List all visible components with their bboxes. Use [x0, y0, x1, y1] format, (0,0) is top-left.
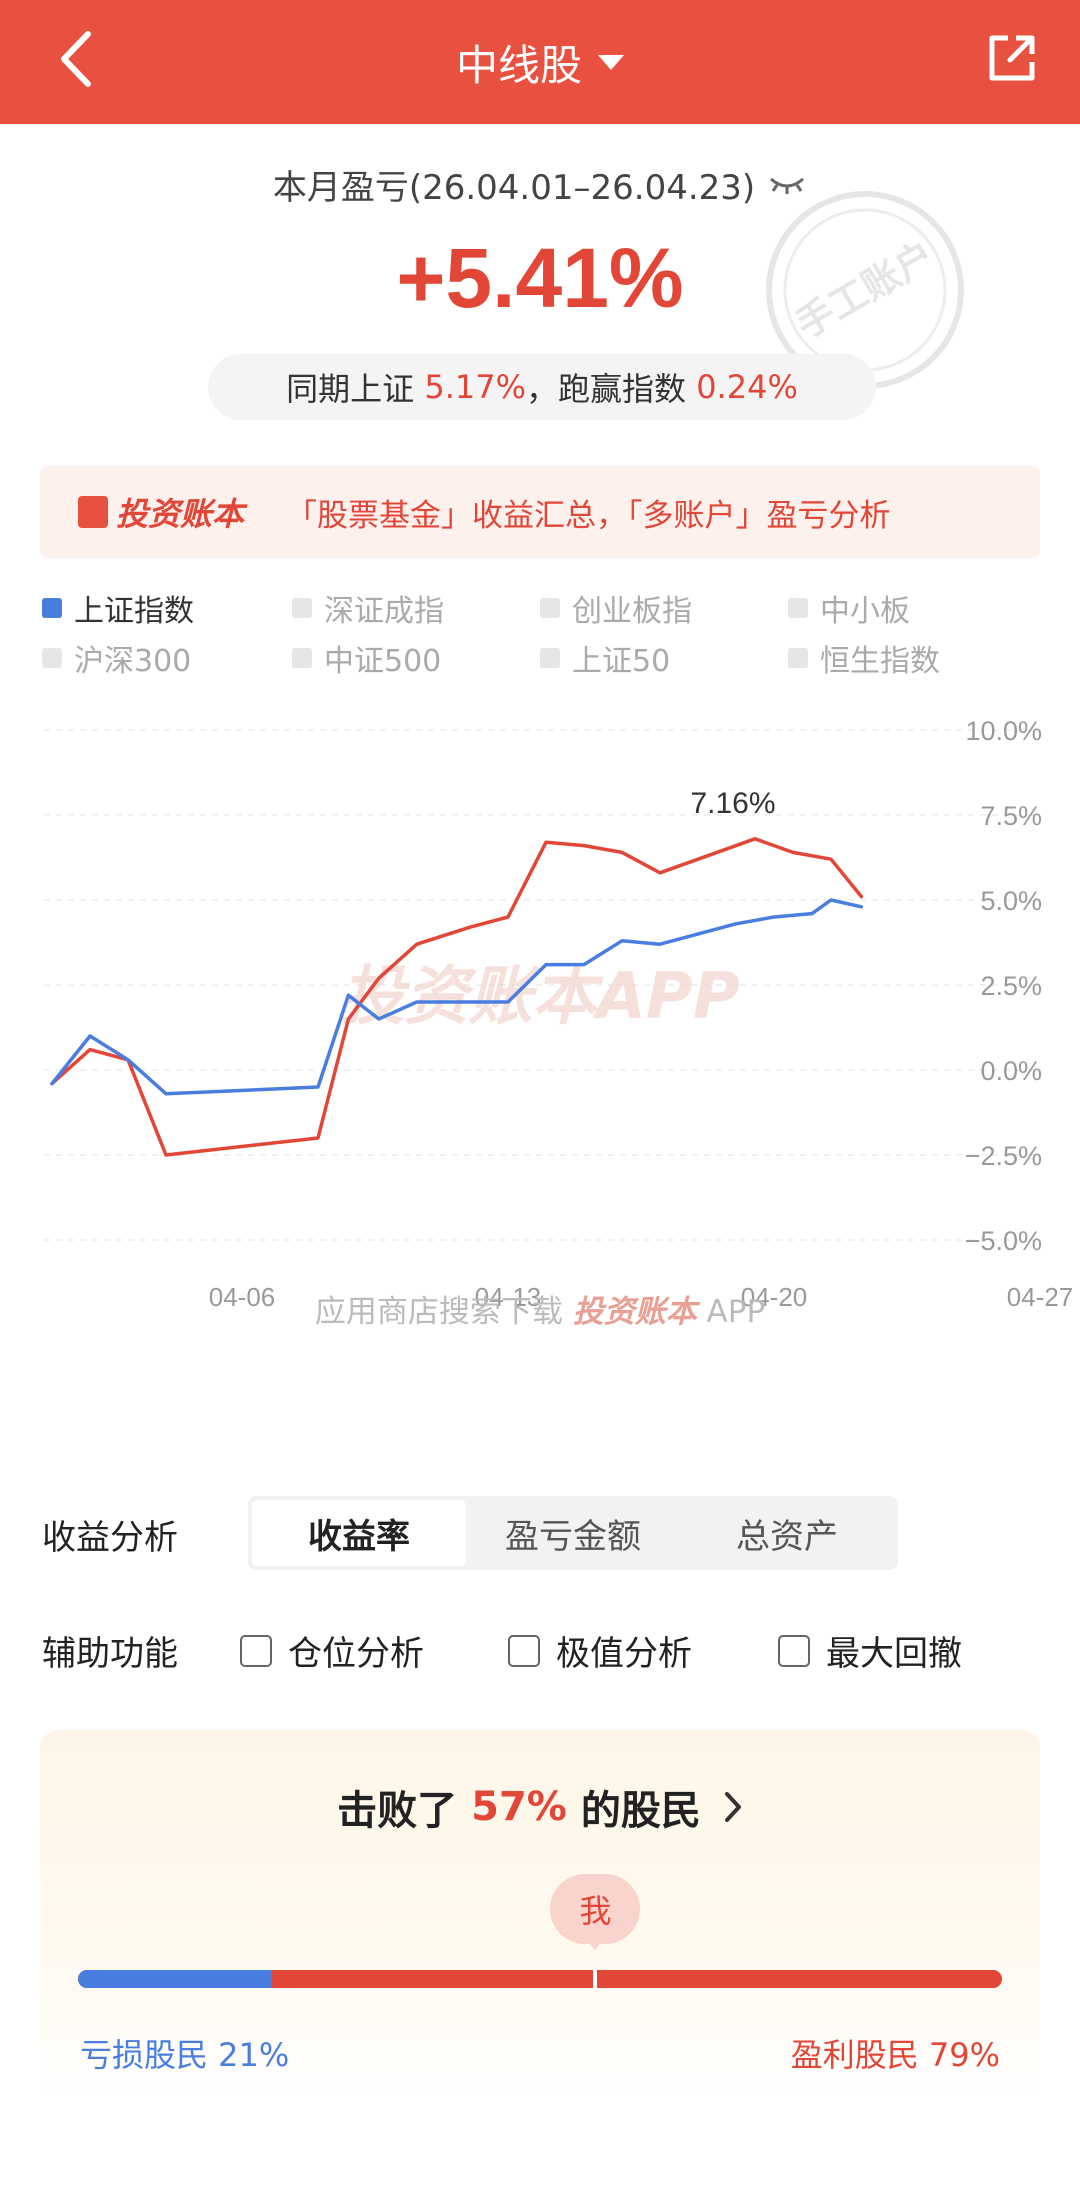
chevron-left-icon[interactable] [50, 24, 110, 94]
legend-item-sme[interactable]: 中小板 [788, 586, 910, 630]
excess-return: 0.24% [696, 368, 798, 406]
position-analysis-checkbox[interactable]: 仓位分析 [240, 1626, 424, 1675]
legend-item-hs300[interactable]: 沪深300 [42, 636, 191, 680]
x-tick-label: 04-06 [209, 1282, 276, 1312]
analysis-label: 收益分析 [42, 1518, 178, 1558]
promo-banner[interactable]: 投资账本 「股票基金」收益汇总，「多账户」盈亏分析 [40, 466, 1040, 558]
loss-investors-label: 亏损股民 21% [80, 2036, 290, 2074]
period-label: 本月盈亏(26.04.01–26.04.23) [0, 160, 1080, 209]
legend-item-shenzhen[interactable]: 深证成指 [292, 586, 444, 630]
y-tick-label: −5.0% [965, 1226, 1042, 1256]
page-title: 中线股 [455, 40, 582, 90]
download-hint: 应用商店搜索下载 投资账本 APP [315, 1294, 765, 1330]
top-nav-bar: 中线股 [0, 0, 1080, 124]
my-position-marker: 我 [550, 1874, 641, 1954]
profit-investors-label: 盈利股民 79% [790, 2036, 1000, 2074]
svg-text:手工账户: 手工账户 [788, 233, 942, 347]
legend-item-chinext[interactable]: 创业板指 [540, 586, 692, 630]
y-tick-label: −2.5% [965, 1141, 1042, 1171]
x-tick-label: 04-27 [1007, 1282, 1074, 1312]
aux-label: 辅助功能 [42, 1634, 178, 1674]
y-tick-label: 2.5% [980, 971, 1042, 1001]
checkbox-icon [508, 1634, 540, 1667]
my-rank-marker [593, 1970, 598, 1988]
tab-pnl-amount[interactable]: 盈亏金额 [505, 1516, 641, 1557]
period-text: 本月盈亏(26.04.01–26.04.23) [272, 168, 756, 208]
investor-distribution-bar [78, 1970, 1002, 1988]
loss-segment [78, 1970, 273, 1988]
return-line-chart[interactable]: 10.0% 7.5% 5.0% 2.5% 0.0% −2.5% −5.0% 04-06 04-1… [0, 700, 1080, 1420]
account-selector[interactable]: 中线股 [0, 0, 1080, 124]
extreme-analysis-checkbox[interactable]: 极值分析 [508, 1626, 692, 1675]
beat-investors-card[interactable]: 击败了 57% 的股民 我 亏损股民 21% 盈利股民 79% [40, 1730, 1040, 2104]
eye-closed-icon[interactable] [767, 173, 807, 197]
tab-total-assets[interactable]: 总资产 [736, 1516, 838, 1557]
brand-logo: 投资账本 [78, 489, 244, 535]
y-tick-label: 10.0% [965, 716, 1042, 746]
chevron-right-icon [724, 1792, 741, 1822]
index-return-line [50, 898, 864, 1096]
legend-item-sse50[interactable]: 上证50 [540, 636, 670, 680]
caret-down-icon [598, 54, 624, 70]
share-icon[interactable] [984, 30, 1040, 86]
index-comparison: 同期上证 5.17% ，跑赢指数 0.24% [208, 354, 876, 420]
legend-item-shanghai[interactable]: 上证指数 [42, 586, 194, 630]
x-tick-label: 04-20 [741, 1282, 808, 1312]
analysis-tabs: 收益率 盈亏金额 总资产 [248, 1496, 898, 1570]
y-tick-label: 0.0% [980, 1056, 1042, 1086]
checkbox-icon [778, 1634, 810, 1667]
index-return: 5.17% [424, 368, 526, 406]
x-tick-label: 04-13 [475, 1282, 542, 1312]
y-tick-label: 5.0% [980, 886, 1042, 916]
checkbox-icon [240, 1634, 272, 1667]
month-pnl-value: +5.41% [396, 231, 684, 325]
legend-item-hangseng[interactable]: 恒生指数 [788, 636, 940, 680]
peak-label: 7.16% [690, 787, 775, 820]
tab-return-rate[interactable]: 收益率 [252, 1500, 466, 1566]
legend-item-csi500[interactable]: 中证500 [292, 636, 441, 680]
account-return-line [50, 837, 864, 1157]
max-drawdown-checkbox[interactable]: 最大回撤 [778, 1626, 962, 1675]
beat-title: 击败了 57% 的股民 [40, 1778, 1040, 1836]
y-tick-label: 7.5% [980, 801, 1042, 831]
banner-text: 「股票基金」收益汇总，「多账户」盈亏分析 [286, 497, 891, 534]
beat-percent: 57% [471, 1784, 567, 1830]
ledger-logo-icon [78, 496, 108, 528]
